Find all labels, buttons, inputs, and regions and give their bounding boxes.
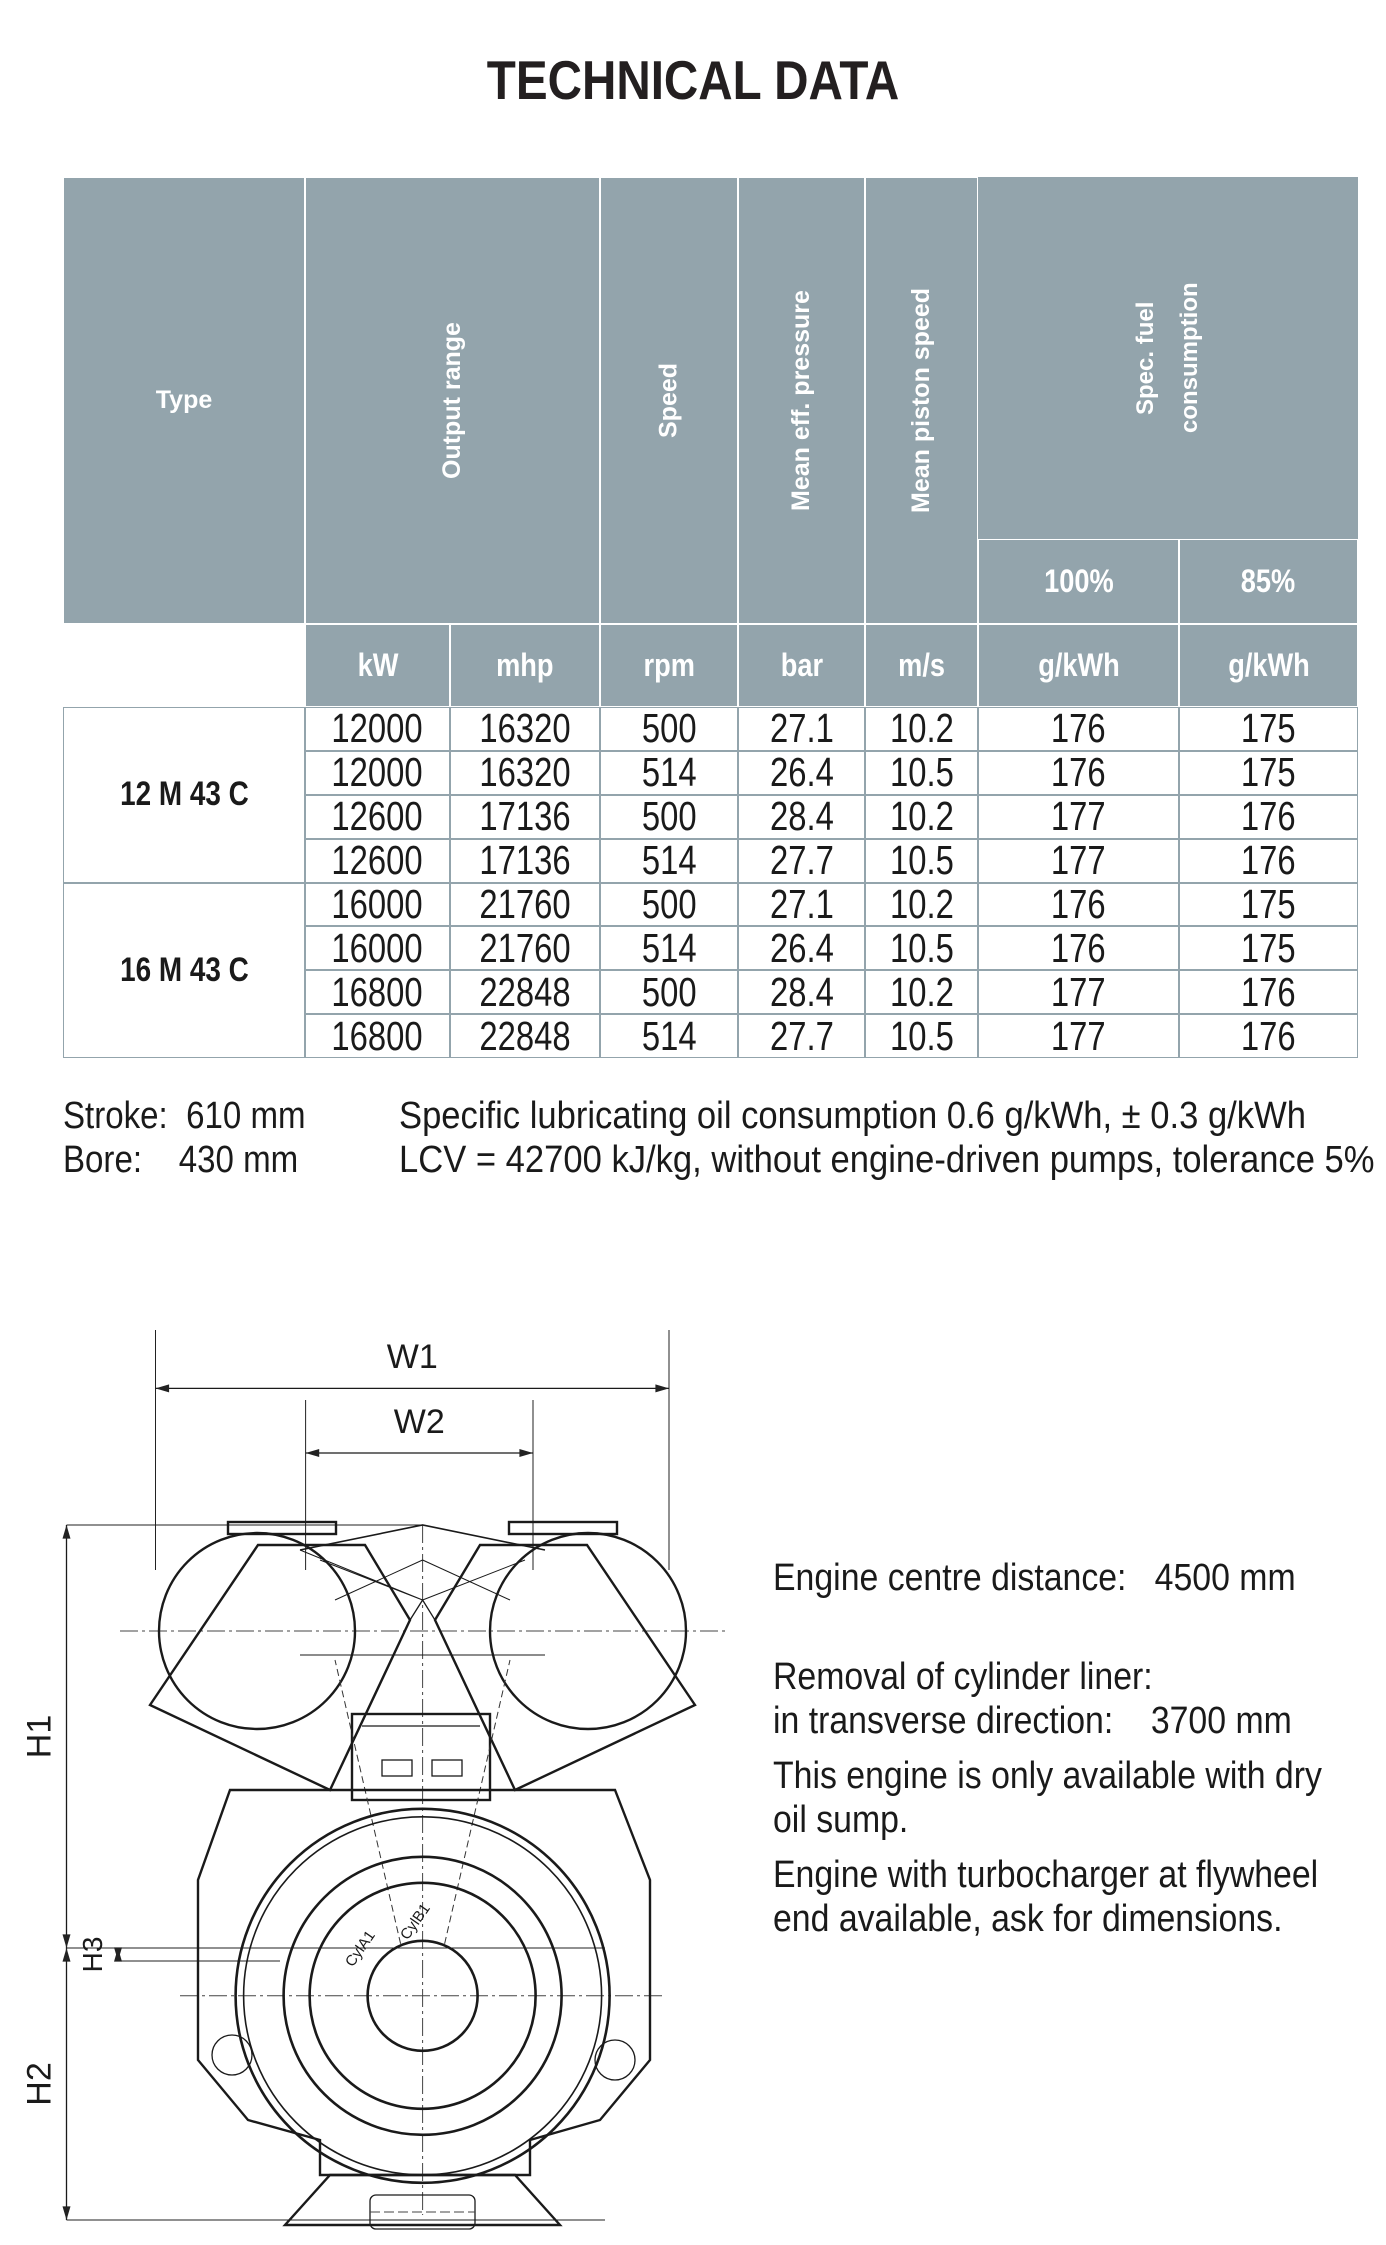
- svg-text:H1: H1: [21, 1715, 59, 1758]
- svg-text:CylB1: CylB1: [397, 1901, 434, 1944]
- svg-text:CylA1: CylA1: [342, 1928, 379, 1971]
- svg-text:W1: W1: [387, 1338, 438, 1376]
- svg-text:H2: H2: [21, 2062, 59, 2105]
- svg-text:W2: W2: [394, 1403, 445, 1441]
- svg-text:H3: H3: [77, 1937, 108, 1973]
